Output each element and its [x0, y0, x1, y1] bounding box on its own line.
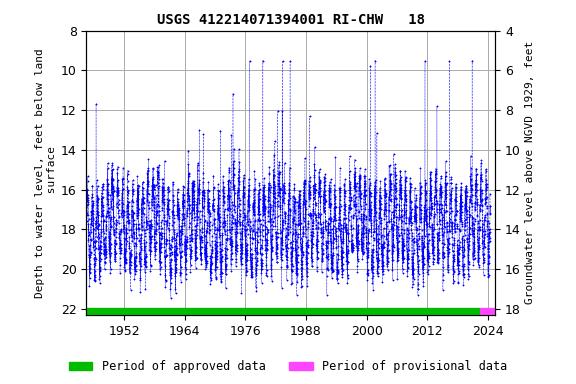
Y-axis label: Depth to water level, feet below land
 surface: Depth to water level, feet below land su… [35, 48, 56, 298]
Title: USGS 412214071394001 RI-CHW   18: USGS 412214071394001 RI-CHW 18 [157, 13, 425, 27]
Y-axis label: Groundwater level above NGVD 1929, feet: Groundwater level above NGVD 1929, feet [525, 41, 535, 305]
Legend: Period of approved data, Period of provisional data: Period of approved data, Period of provi… [64, 356, 512, 378]
